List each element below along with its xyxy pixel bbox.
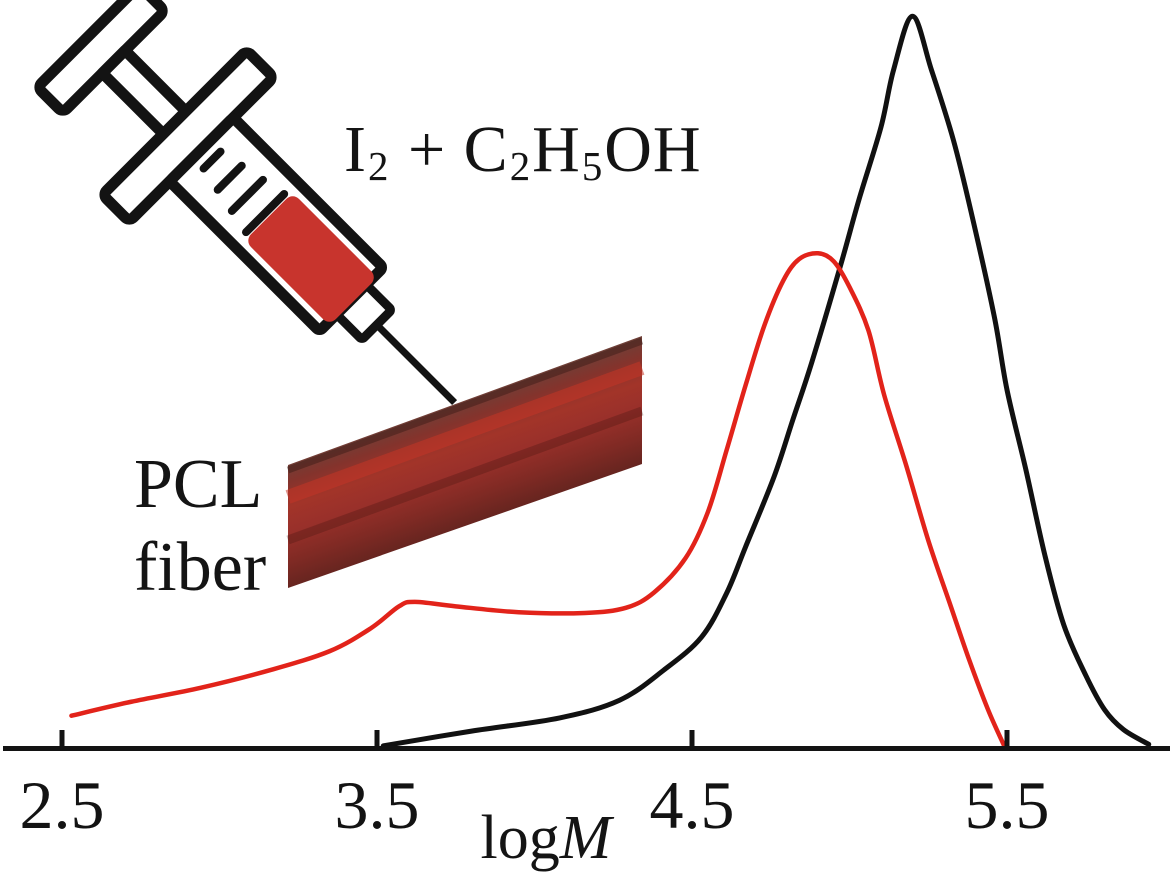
syringe-liquid <box>248 196 374 322</box>
x-axis-tick-labels: 2.5 3.5 4.5 5.5 <box>20 767 1050 843</box>
formula-subscript: 2 <box>509 144 532 189</box>
pcl-fiber-label-line1: PCL <box>134 446 263 523</box>
pcl-fiber-image <box>285 336 645 588</box>
x-axis: 2.5 3.5 4.5 5.5 <box>3 730 1170 843</box>
fiber-streak <box>286 337 644 474</box>
fiber-streak <box>286 406 644 545</box>
x-axis-ticks <box>59 730 1010 748</box>
distribution-curves <box>69 13 1152 749</box>
pcl-fiber-label: PCL fiber <box>134 444 266 609</box>
x-axis-title-prefix: log <box>480 804 560 872</box>
syringe-icon <box>34 0 458 406</box>
syringe-graduations <box>199 147 289 237</box>
formula-text: + C <box>390 113 509 186</box>
formula-subscript: 5 <box>581 144 604 189</box>
x-axis-title-variable: M <box>559 804 612 872</box>
formula-label: I2 + C2H5OH <box>344 112 702 189</box>
fiber-streak <box>285 361 645 504</box>
pcl-fiber-ribbon <box>288 336 642 588</box>
red-curve <box>69 250 1007 748</box>
syringe-needle <box>372 320 458 406</box>
x-tick-label: 5.5 <box>965 767 1050 843</box>
x-axis-title: logM <box>396 803 696 874</box>
x-tick-label: 2.5 <box>20 767 105 843</box>
black-curve <box>380 13 1152 749</box>
x-tick-label: 3.5 <box>335 767 420 843</box>
pcl-fiber-label-line2: fiber <box>134 528 267 606</box>
formula-text: I <box>344 113 367 186</box>
formula-text: H <box>532 113 581 186</box>
x-tick-label: 4.5 <box>650 767 735 843</box>
formula-subscript: 2 <box>367 144 390 189</box>
formula-text: OH <box>604 113 702 186</box>
